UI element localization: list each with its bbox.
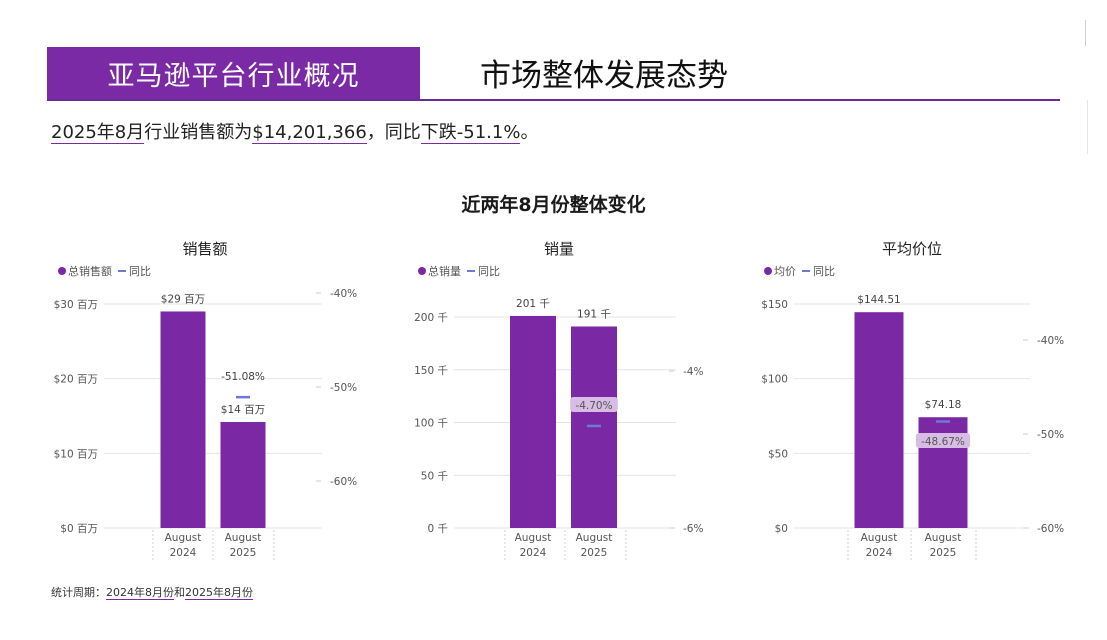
y2-tick-label: -4%	[683, 366, 703, 378]
y-tick-label: $10 百万	[54, 448, 98, 460]
bar-data-label: $29 百万	[161, 293, 205, 305]
bar	[854, 312, 904, 528]
summary-sentence: 2025年8月行业销售额为$14,201,366，同比下跌-51.1%。	[51, 118, 538, 144]
legend-bar-swatch	[58, 267, 66, 275]
yoy-data-label: -48.67%	[921, 436, 965, 448]
bar	[571, 326, 617, 528]
edge-divider-lower	[1087, 100, 1088, 154]
section-title: 近两年8月份整体变化	[461, 194, 646, 216]
legend-line-label: 同比	[478, 265, 500, 278]
x-tick-label: 2025	[581, 547, 608, 559]
footer-end-period: 2025年8月份	[185, 586, 253, 600]
y-tick-label: $20 百万	[54, 374, 98, 386]
y-tick-label: 0 千	[427, 523, 448, 535]
x-tick-label: 2024	[866, 547, 893, 559]
bar-data-label: $144.51	[857, 294, 900, 306]
y-tick-label: $30 百万	[54, 299, 98, 311]
x-tick-label: August	[925, 532, 962, 544]
summary-period: 2025年8月	[51, 122, 145, 144]
legend-bar-swatch	[764, 267, 772, 275]
legend-bar-label: 总销售额	[68, 264, 112, 278]
footer-prefix: 统计周期：	[51, 586, 106, 599]
header-divider	[47, 99, 1060, 101]
x-tick-label: August	[515, 532, 552, 544]
y-tick-label: $100	[761, 374, 788, 386]
y2-tick-label: -60%	[330, 476, 357, 488]
page-title: 市场整体发展态势	[480, 58, 728, 94]
y-tick-label: 150 千	[414, 365, 448, 377]
bar-data-label: $14 百万	[221, 404, 265, 416]
footer-mid: 和	[174, 586, 185, 599]
bar-data-label: 201 千	[516, 298, 550, 310]
bar-data-label: $74.18	[925, 399, 962, 411]
chart-title: 平均价位	[882, 240, 942, 258]
y-tick-label: $150	[761, 299, 788, 311]
y2-tick-label: -50%	[330, 382, 357, 394]
legend-line-label: 同比	[813, 265, 835, 278]
legend-bar-label: 总销量	[428, 264, 461, 278]
summary-text-1: 行业销售额为	[144, 122, 253, 143]
summary-text-2: ，同比	[366, 122, 421, 143]
statistics-period-footer: 统计周期：2024年8月份和2025年8月份	[51, 584, 253, 600]
summary-change: 下跌-51.1%	[420, 122, 521, 144]
yoy-data-label: -4.70%	[575, 400, 612, 412]
y-tick-label: $0 百万	[60, 523, 98, 535]
x-tick-label: 2024	[520, 547, 547, 559]
x-tick-label: August	[165, 532, 202, 544]
header-left-title: 亚马逊平台行业概况	[107, 61, 360, 92]
y-tick-label: 200 千	[414, 312, 448, 324]
header-title-band: 亚马逊平台行业概况	[47, 47, 420, 100]
summary-text-3: 。	[520, 122, 539, 143]
y2-tick-label: -60%	[1037, 523, 1064, 535]
edge-divider	[1085, 20, 1086, 46]
y2-tick-label: -40%	[1037, 335, 1064, 347]
summary-amount: $14,201,366	[252, 122, 367, 144]
y2-tick-label: -50%	[1037, 429, 1064, 441]
chart-title: 销量	[544, 240, 574, 258]
bar	[160, 311, 206, 528]
x-tick-label: August	[861, 532, 898, 544]
y2-tick-label: -40%	[330, 288, 357, 300]
bar-data-label: 191 千	[577, 308, 611, 320]
x-tick-label: 2025	[230, 547, 257, 559]
legend-bar-swatch	[418, 267, 426, 275]
x-tick-label: 2025	[930, 547, 957, 559]
footer-start-period: 2024年8月份	[106, 586, 174, 600]
y-tick-label: 100 千	[414, 418, 448, 430]
chart-title: 销售额	[182, 240, 227, 258]
legend-bar-label: 均价	[774, 265, 796, 278]
x-tick-label: August	[576, 532, 613, 544]
yoy-label-bg	[915, 433, 971, 448]
y-tick-label: $0	[775, 523, 788, 535]
y-tick-label: 50 千	[421, 470, 448, 482]
x-tick-label: 2024	[170, 547, 197, 559]
legend-line-label: 同比	[129, 265, 151, 278]
y-tick-label: $50	[768, 448, 788, 460]
bar	[510, 315, 556, 528]
yoy-data-label: -51.08%	[221, 371, 265, 383]
yoy-label-bg	[570, 397, 618, 412]
y2-tick-label: -6%	[683, 523, 703, 535]
x-tick-label: August	[225, 532, 262, 544]
bar	[220, 421, 266, 528]
